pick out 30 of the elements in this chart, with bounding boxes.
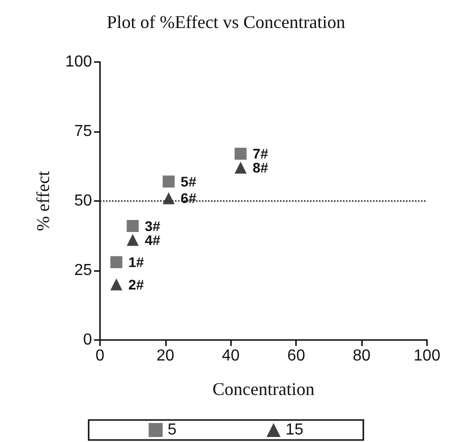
annotation: 3#	[144, 218, 160, 234]
y-tick-label: 100	[65, 54, 92, 70]
annotation: 4#	[144, 232, 160, 248]
annotation: 2#	[128, 276, 144, 292]
point	[110, 256, 122, 268]
y-tick-label: 0	[83, 332, 92, 348]
y-tick-label: 75	[74, 123, 92, 140]
point	[234, 162, 247, 174]
annotation: 5#	[180, 174, 196, 190]
point	[126, 234, 139, 246]
point	[110, 278, 122, 290]
legend-label: 5	[168, 422, 177, 438]
chart-title: Plot of %Effect vs Concentration	[106, 12, 346, 32]
x-axis-title: Concentration	[212, 379, 314, 399]
annotation: 8#	[252, 160, 268, 176]
point	[162, 176, 175, 188]
point	[126, 220, 139, 232]
x-tick-label: 0	[96, 348, 105, 364]
annotation: 1#	[128, 254, 144, 270]
y-tick-label: 25	[74, 262, 92, 279]
x-tick-label: 20	[156, 348, 174, 364]
annotation: 7#	[252, 146, 268, 162]
x-tick-label: 80	[352, 348, 371, 364]
x-tick-label: 60	[287, 348, 306, 364]
point	[234, 148, 247, 160]
x-tick-label: 100	[414, 348, 440, 364]
x-tick-label: 40	[222, 348, 240, 364]
y-axis-title: % effect	[33, 170, 53, 232]
y-tick-label: 50	[74, 192, 92, 210]
legend-label: 15	[286, 422, 304, 438]
